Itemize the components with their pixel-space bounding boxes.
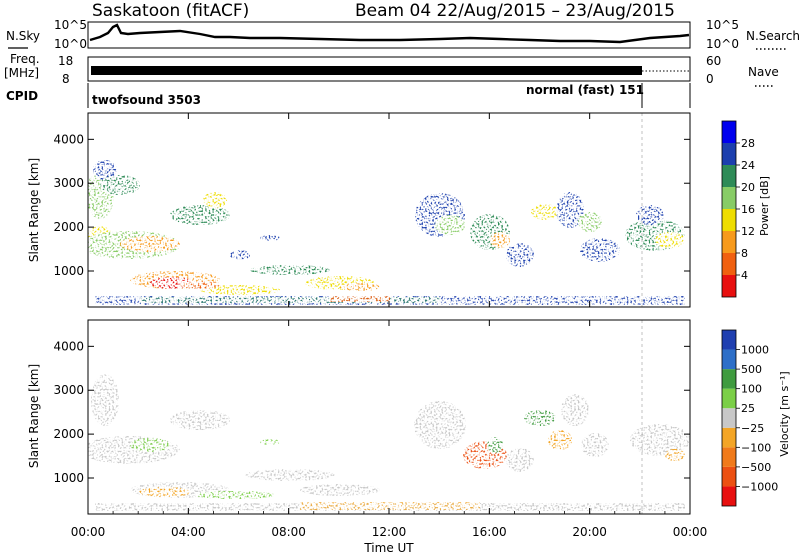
velocity-colorbar-tick-label: −500 bbox=[741, 461, 771, 474]
nsky-frame bbox=[87, 21, 691, 49]
nsky-strip: N.Sky 10^5 10^0 10^5 10^0 N.Search bbox=[6, 18, 800, 51]
nave-tick-bottom: 0 bbox=[706, 72, 714, 86]
power-colorbar-tick-label: 8 bbox=[741, 247, 748, 260]
cpid-mode-twofsound: twofsound 3503 bbox=[92, 93, 201, 107]
time-tick-label: 16:00 bbox=[472, 525, 507, 539]
velocity-y-tick-label: 4000 bbox=[53, 339, 84, 353]
power-colorbar-swatch bbox=[722, 275, 736, 297]
time-tick-label: 08:00 bbox=[271, 525, 306, 539]
freq-trace bbox=[91, 66, 642, 75]
power-colorbar-swatch bbox=[722, 165, 736, 187]
power-y-tick-label: 2000 bbox=[53, 220, 84, 234]
power-colorbar-tick-label: 28 bbox=[741, 137, 755, 150]
power-colorbar-tick-label: 12 bbox=[741, 225, 755, 238]
nave-label: Nave bbox=[748, 65, 779, 79]
power-colorbar-swatch bbox=[722, 253, 736, 275]
nsky-right-tick-bottom: 10^0 bbox=[706, 37, 739, 51]
velocity-colorbar-tick-label: −25 bbox=[741, 422, 764, 435]
power-colorbar-swatch bbox=[722, 187, 736, 209]
velocity-colorbar-label: Velocity [m s⁻¹] bbox=[778, 371, 791, 456]
power-y-label: Slant Range [km] bbox=[27, 158, 41, 262]
velocity-colorbar-tick-label: 100 bbox=[741, 383, 762, 396]
velocity-colorbar-swatch bbox=[722, 388, 736, 409]
velocity-colorbar-swatch bbox=[722, 349, 736, 370]
velocity-y-tick-label: 3000 bbox=[53, 383, 84, 397]
power-colorbar-swatch bbox=[722, 121, 736, 143]
power-colorbar-swatch bbox=[722, 143, 736, 165]
nsearch-label: N.Search bbox=[746, 29, 800, 43]
station-title: Saskatoon (fitACF) bbox=[92, 1, 249, 21]
freq-unit: [MHz] bbox=[4, 66, 39, 80]
velocity-colorbar-tick-label: −1000 bbox=[741, 480, 778, 493]
freq-label: Freq. bbox=[10, 52, 40, 66]
power-colorbar-label: Power [dB] bbox=[758, 176, 771, 236]
velocity-colorbar-swatch bbox=[722, 447, 736, 467]
velocity-colorbar-tick-label: 25 bbox=[741, 402, 755, 415]
velocity-y-tick-label: 2000 bbox=[53, 427, 84, 441]
time-axis-label: Time UT bbox=[363, 541, 414, 554]
power-colorbar-tick-label: 4 bbox=[741, 269, 748, 282]
velocity-y-axis: 1000 2000 3000 4000 bbox=[53, 339, 690, 485]
velocity-colorbar-swatch bbox=[722, 408, 736, 428]
nsky-trace bbox=[89, 23, 690, 44]
nsky-tick-top: 10^5 bbox=[54, 18, 87, 32]
power-scatter bbox=[88, 113, 685, 307]
velocity-colorbar-swatch bbox=[722, 369, 736, 389]
cpid-label: CPID bbox=[6, 89, 38, 103]
power-colorbar-tick-label: 20 bbox=[741, 181, 755, 194]
power-panel: 1000 2000 3000 4000 Slant Range [km] 28 24 20… bbox=[27, 112, 771, 308]
power-colorbar: 28 24 20 16 12 8 4 bbox=[721, 120, 755, 298]
cpid-mode-normal: normal (fast) 151 bbox=[526, 83, 644, 97]
nsky-label: N.Sky bbox=[6, 29, 40, 43]
velocity-panel: 1000 2000 3000 4000 Slant Range [km] 1000 50… bbox=[27, 319, 791, 515]
time-axis: 00:00 04:00 08:00 12:00 16:00 20:00 00:00 bbox=[71, 113, 708, 539]
power-colorbar-swatch bbox=[722, 231, 736, 253]
velocity-scatter bbox=[88, 320, 690, 514]
power-y-tick-label: 3000 bbox=[53, 176, 84, 190]
time-tick-label: 12:00 bbox=[372, 525, 407, 539]
power-colorbar-tick-label: 16 bbox=[741, 203, 755, 216]
time-tick-label: 20:00 bbox=[572, 525, 607, 539]
nave-tick-top: 60 bbox=[706, 54, 721, 68]
time-tick-label: 00:00 bbox=[71, 525, 106, 539]
time-tick-label: 04:00 bbox=[171, 525, 206, 539]
power-y-axis: 1000 2000 3000 4000 bbox=[53, 132, 690, 278]
velocity-colorbar-tick-label: −100 bbox=[741, 441, 771, 454]
velocity-colorbar-swatch bbox=[722, 427, 736, 448]
velocity-colorbar-swatch bbox=[722, 486, 736, 506]
velocity-y-label: Slant Range [km] bbox=[27, 364, 41, 468]
power-y-tick-label: 1000 bbox=[53, 264, 84, 278]
freq-tick-top: 18 bbox=[58, 54, 73, 68]
nsky-right-tick-top: 10^5 bbox=[706, 18, 739, 32]
beam-date-title: Beam 04 22/Aug/2015 – 23/Aug/2015 bbox=[355, 1, 675, 21]
nsky-tick-bottom: 10^0 bbox=[54, 37, 87, 51]
freq-strip: Freq. [MHz] 18 8 60 0 Nave bbox=[4, 52, 779, 87]
time-tick-label: 00:00 bbox=[673, 525, 708, 539]
velocity-colorbar-tick-label: 1000 bbox=[741, 344, 769, 357]
freq-tick-bottom: 8 bbox=[62, 72, 70, 86]
cpid-strip: CPID twofsound 3503 normal (fast) 151 bbox=[6, 83, 691, 108]
velocity-colorbar-frame bbox=[721, 329, 737, 507]
velocity-colorbar-swatch bbox=[722, 466, 736, 487]
velocity-colorbar: 1000 500 100 25 −25 −100 −500 −1000 bbox=[721, 329, 778, 507]
power-colorbar-tick-label: 24 bbox=[741, 159, 755, 172]
power-colorbar-swatch bbox=[722, 209, 736, 231]
freq-frame bbox=[87, 56, 691, 82]
velocity-y-tick-label: 1000 bbox=[53, 471, 84, 485]
velocity-colorbar-swatch bbox=[722, 330, 736, 350]
power-y-tick-label: 4000 bbox=[53, 132, 84, 146]
velocity-colorbar-tick-label: 500 bbox=[741, 363, 762, 376]
